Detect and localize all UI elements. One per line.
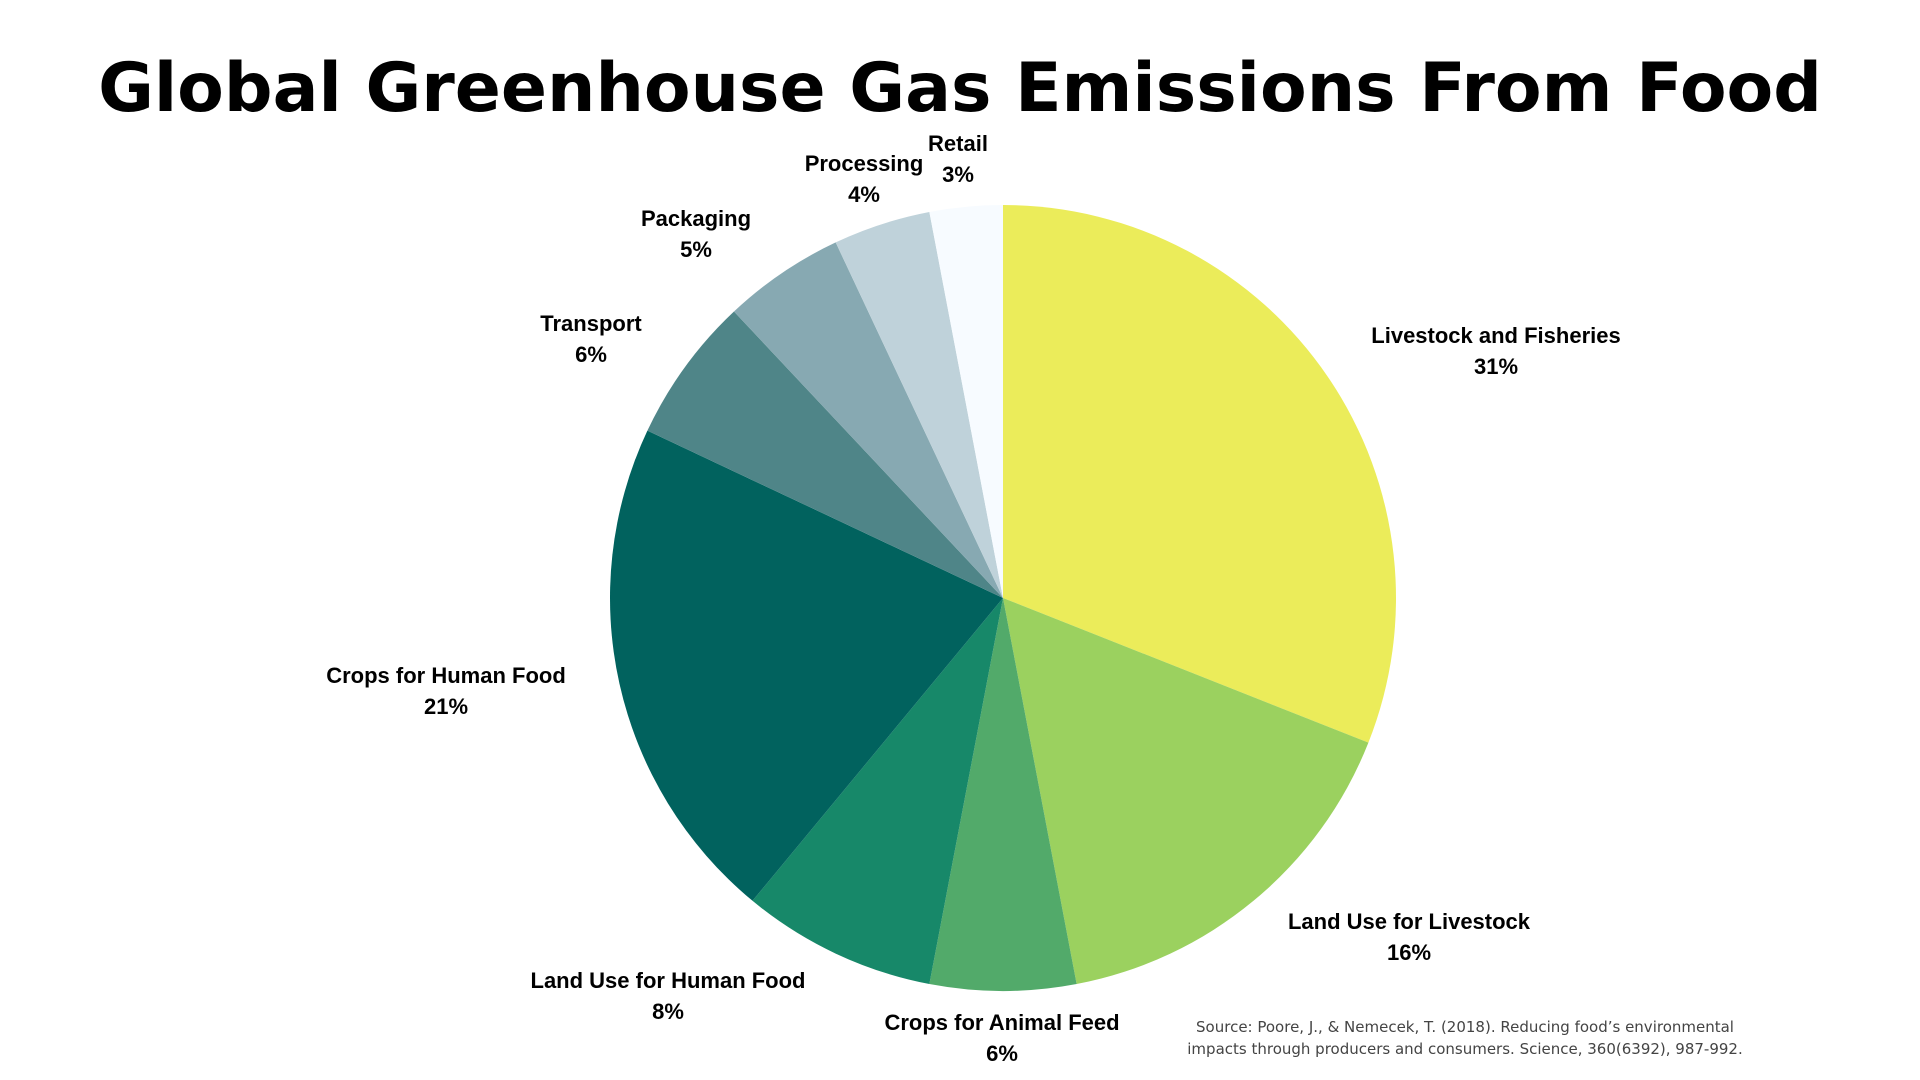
- pie-slice-land-use-for-livestock: [1003, 598, 1369, 985]
- slice-label-name: Crops for Animal Feed: [884, 1010, 1120, 1035]
- slice-label: Crops for Human Food 21%: [326, 660, 566, 722]
- slice-label-value: 16%: [1386, 940, 1432, 965]
- pie-slice-crops-for-human-food: [610, 430, 1003, 901]
- slice-label: Livestock and Fisheries 31%: [1371, 320, 1620, 382]
- pie-slice-livestock-and-fisheries: [1003, 205, 1396, 743]
- pie-slice-land-use-for-human-food: [752, 598, 1003, 985]
- slice-label-value: 8%: [652, 999, 684, 1024]
- slice-label: Crops for Animal Feed 6%: [884, 1007, 1119, 1069]
- chart-title: Global Greenhouse Gas Emissions From Foo…: [98, 49, 1822, 128]
- pie-slice-crops-for-animal-feed: [929, 598, 1077, 992]
- slice-label-name: Transport: [540, 311, 642, 336]
- slice-label-value: 6%: [575, 342, 607, 367]
- pie-slices: [610, 205, 1396, 992]
- pie-slice-processing: [835, 211, 1003, 598]
- slice-label-name: Retail: [928, 131, 988, 156]
- slice-label-value: 31%: [1473, 354, 1519, 379]
- pie-slice-packaging: [733, 242, 1003, 599]
- slice-label-name: Land Use for Human Food: [530, 968, 806, 993]
- slice-label: Land Use for Livestock 16%: [1288, 906, 1530, 968]
- pie-slice-retail: [929, 205, 1003, 598]
- slice-label: Land Use for Human Food 8%: [531, 965, 806, 1027]
- slice-label-name: Packaging: [640, 206, 752, 231]
- slice-label-value: 4%: [848, 182, 880, 207]
- slice-label-value: 21%: [423, 694, 469, 719]
- slice-label-value: 3%: [942, 162, 974, 187]
- pie-slice-transport: [647, 311, 1003, 598]
- source-note: Source: Poore, J., & Nemecek, T. (2018).…: [1187, 1018, 1743, 1058]
- slice-label: Retail 3%: [928, 128, 988, 190]
- slice-label-value: 6%: [986, 1041, 1018, 1066]
- slice-label-name: Land Use for Livestock: [1287, 909, 1531, 934]
- slice-label-name: Crops for Human Food: [326, 663, 566, 688]
- slice-label: Processing 4%: [805, 148, 924, 210]
- slice-label-value: 5%: [680, 237, 712, 262]
- slice-label-name: Livestock and Fisheries: [1371, 323, 1621, 348]
- slice-label: Transport 6%: [540, 308, 641, 370]
- slice-label-name: Processing: [804, 151, 924, 176]
- slice-label: Packaging 5%: [641, 203, 751, 265]
